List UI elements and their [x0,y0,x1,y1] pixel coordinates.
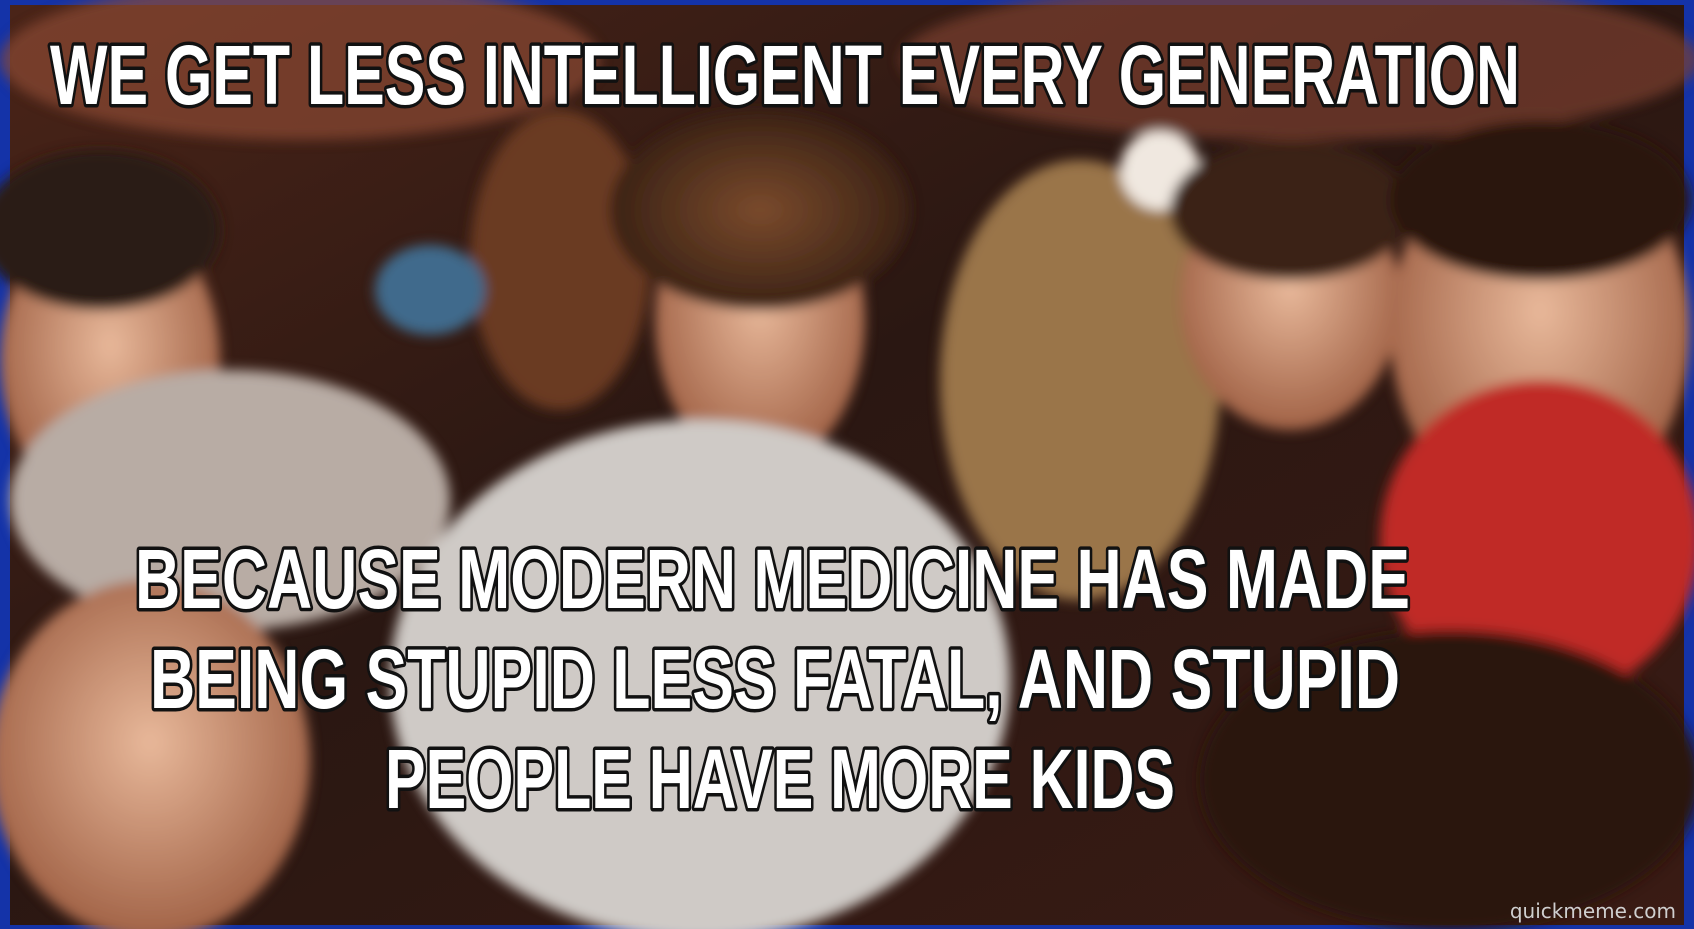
top-text: WE GET LESS INTELLIGENT EVERY GENERATION [50,28,1520,122]
bottom-text-line: PEOPLE HAVE MORE KIDS [385,732,1175,826]
page: WE GET LESS INTELLIGENT EVERY GENERATION… [0,0,1694,929]
bottom-text-line: BEING STUPID LESS FATAL, AND STUPID [150,632,1400,726]
bottom-text-line: BECAUSE MODERN MEDICINE HAS MADE [135,532,1410,626]
meme: WE GET LESS INTELLIGENT EVERY GENERATION… [0,0,1694,929]
watermark: quickmeme.com [1510,899,1676,923]
